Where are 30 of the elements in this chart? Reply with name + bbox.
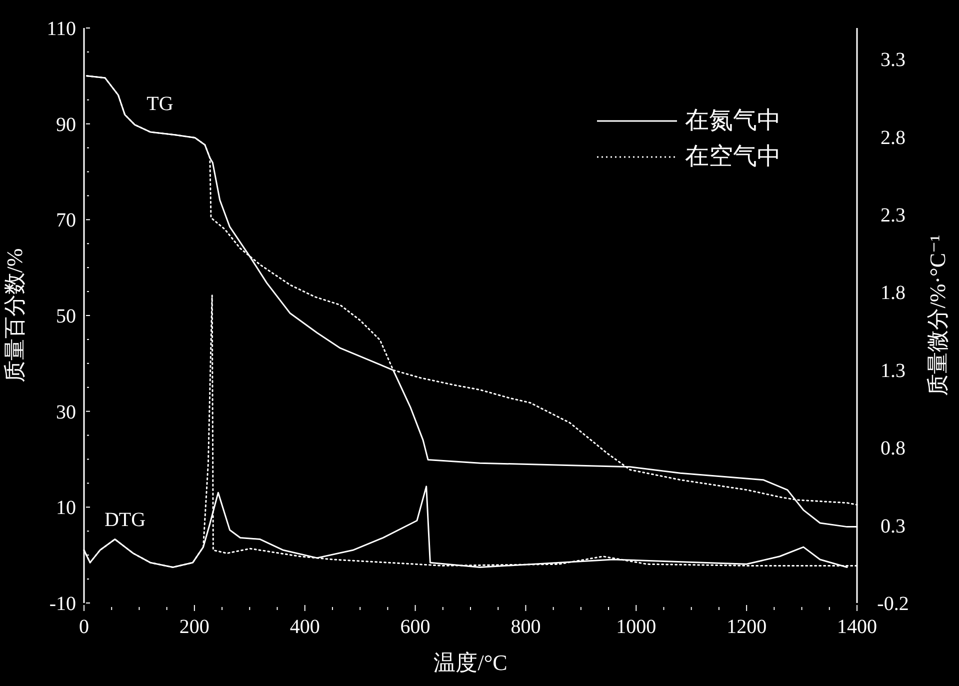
y2-tick-label: 3.3: [880, 49, 906, 72]
y2-tick-label: -0.2: [877, 593, 909, 615]
y-axis-title: 质量百分数/%: [2, 248, 27, 383]
y-tick-label: 50: [56, 306, 76, 328]
x-tick-label: 1000: [616, 616, 656, 638]
y-tick-label: -10: [49, 593, 76, 615]
y2-tick-label: 2.3: [880, 204, 906, 226]
y2-tick-label: 1.3: [880, 360, 906, 382]
y2-tick-label: 0.3: [880, 515, 906, 538]
annotation: DTG: [104, 509, 146, 531]
y-tick-label: 10: [56, 497, 76, 520]
x-tick-label: 1200: [726, 616, 767, 638]
x-axis-title: 温度/°C: [434, 650, 508, 675]
x-tick-label: 1400: [837, 616, 877, 638]
x-tick-label: 600: [400, 616, 430, 638]
x-tick-label: 400: [290, 616, 320, 638]
y2-tick-label: 0.8: [880, 438, 906, 460]
x-tick-label: 200: [179, 616, 210, 638]
y-tick-label: 110: [46, 18, 76, 40]
y2-axis-title: 质量微分/%·°C⁻¹: [925, 234, 950, 396]
annotation: TG: [146, 93, 174, 115]
y-tick-label: 70: [56, 210, 76, 232]
y-tick-label: 90: [56, 114, 76, 136]
x-tick-label: 800: [510, 616, 541, 638]
x-tick-label: 0: [79, 616, 89, 638]
y2-tick-label: 2.8: [880, 126, 906, 149]
y2-tick-label: 1.8: [880, 282, 906, 304]
legend-label: 在空气中: [685, 143, 781, 170]
legend-label: 在氮气中: [685, 108, 781, 134]
y-tick-label: 30: [56, 401, 76, 424]
